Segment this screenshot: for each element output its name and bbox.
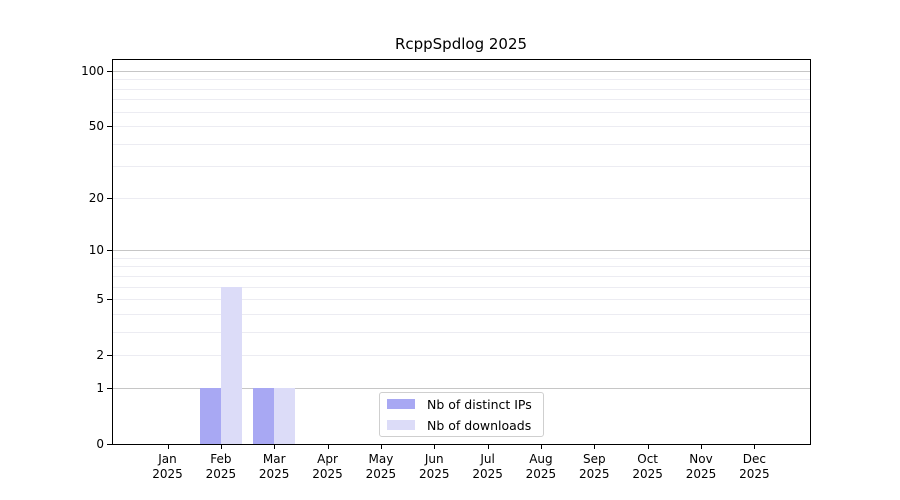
x-tick [594, 444, 596, 449]
y-tick-label: 1 [96, 380, 104, 395]
y-tick [107, 444, 112, 445]
legend-item-distinct-ips: Nb of distinct IPs [380, 395, 543, 414]
x-tick-label: Jun 2025 [418, 452, 450, 481]
gridline-minor [113, 166, 810, 168]
legend-swatch-downloads [387, 420, 415, 430]
x-tick [540, 444, 542, 449]
y-tick-label: 10 [88, 243, 104, 258]
gridline-minor [113, 275, 810, 277]
legend-label-distinct-ips: Nb of distinct IPs [427, 396, 532, 412]
y-tick-label: 0 [96, 437, 104, 451]
x-tick-label: May 2025 [365, 452, 397, 481]
bar-distinct-ips [253, 387, 275, 444]
gridline-minor [113, 99, 810, 101]
chart-title: RcppSpdlog 2025 [394, 35, 528, 53]
x-tick [167, 444, 169, 449]
bar-downloads [274, 387, 296, 444]
gridline-minor [113, 286, 810, 288]
y-tick-label: 2 [96, 348, 104, 363]
y-tick [107, 126, 112, 128]
x-tick-label: Apr 2025 [312, 452, 343, 481]
gridline-minor [113, 126, 810, 128]
gridline-minor [113, 79, 810, 81]
gridline-minor [113, 355, 810, 357]
y-tick [107, 71, 112, 72]
plot-area [112, 59, 811, 445]
y-tick-label: 50 [88, 119, 104, 134]
x-tick [754, 444, 756, 449]
gridline-minor [113, 299, 810, 301]
gridline-minor [113, 88, 810, 90]
gridline-minor [113, 143, 810, 145]
y-tick-label: 5 [96, 292, 104, 307]
gridline-minor [113, 257, 810, 259]
x-tick-label: Sep 2025 [579, 452, 610, 481]
gridline-minor [113, 313, 810, 315]
y-tick [107, 355, 112, 357]
x-tick-label: Jan 2025 [152, 452, 183, 481]
legend-swatch-distinct-ips [387, 399, 415, 409]
gridline-major [113, 71, 810, 72]
x-tick-label: Aug 2025 [525, 452, 557, 481]
y-tick [107, 299, 112, 301]
gridline-minor [113, 331, 810, 333]
y-tick [107, 250, 112, 252]
bar-distinct-ips [199, 387, 221, 444]
y-tick [107, 197, 112, 199]
x-tick-label: Dec 2025 [739, 452, 770, 481]
gridline-minor [113, 197, 810, 199]
gridline-minor [113, 111, 810, 113]
gridline-minor [113, 266, 810, 268]
x-tick [487, 444, 489, 449]
legend: Nb of distinct IPs Nb of downloads [379, 392, 544, 437]
y-tick [107, 387, 112, 389]
x-tick-label: Nov 2025 [685, 452, 717, 481]
x-tick [701, 444, 702, 449]
x-tick [434, 444, 436, 449]
x-tick [220, 444, 222, 449]
legend-item-downloads: Nb of downloads [380, 416, 543, 435]
x-tick [380, 444, 382, 449]
x-tick-label: Jul 2025 [472, 452, 503, 481]
x-tick [647, 444, 649, 449]
y-tick-label: 20 [88, 190, 104, 205]
y-tick-label: 100 [81, 64, 104, 78]
legend-label-downloads: Nb of downloads [427, 417, 532, 433]
gridline-major [113, 250, 810, 252]
bar-downloads [220, 286, 242, 444]
x-tick [327, 444, 329, 449]
gridline-major [113, 387, 810, 389]
x-tick [274, 444, 276, 449]
x-tick-label: Oct 2025 [632, 452, 663, 481]
x-tick-label: Feb 2025 [205, 452, 237, 481]
x-tick-label: Mar 2025 [258, 452, 290, 481]
